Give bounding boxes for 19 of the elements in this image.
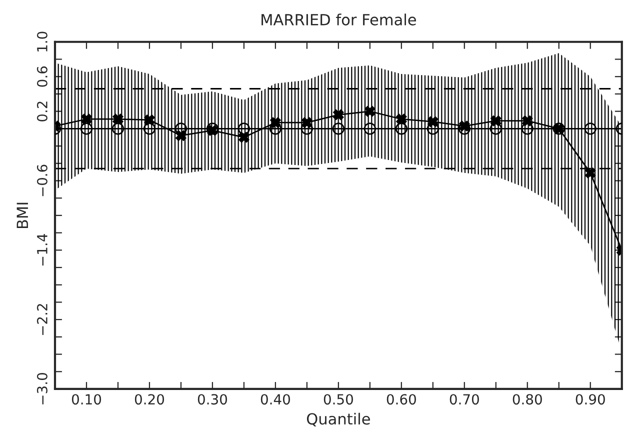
chart-title: MARRIED for Female — [262, 14, 416, 26]
y-axis-title: BMI — [16, 202, 28, 228]
x-tick-label: 0.80 — [512, 394, 542, 405]
y-tick-label: −3.0 — [36, 373, 48, 404]
x-tick-label: 0.30 — [198, 394, 228, 405]
x-tick-label: 0.60 — [386, 394, 416, 405]
x-tick-label: 0.50 — [324, 394, 353, 405]
x-tick-label: 0.10 — [72, 394, 102, 405]
y-tick-label: −2.2 — [36, 304, 48, 335]
x-tick-label: 0.20 — [134, 394, 164, 405]
x-tick-label: 0.40 — [260, 394, 290, 405]
y-tick-label: −1.4 — [37, 234, 48, 266]
x-tick-label: 0.70 — [450, 394, 479, 405]
y-tick-label: 0.2 — [36, 102, 48, 122]
x-axis-title: Quantile — [306, 412, 370, 426]
x-tick-label: 0.90 — [576, 394, 605, 405]
y-tick-label: −0.6 — [36, 164, 48, 196]
y-tick-label: 0.6 — [36, 66, 48, 87]
y-tick-label: 1.0 — [36, 32, 48, 52]
